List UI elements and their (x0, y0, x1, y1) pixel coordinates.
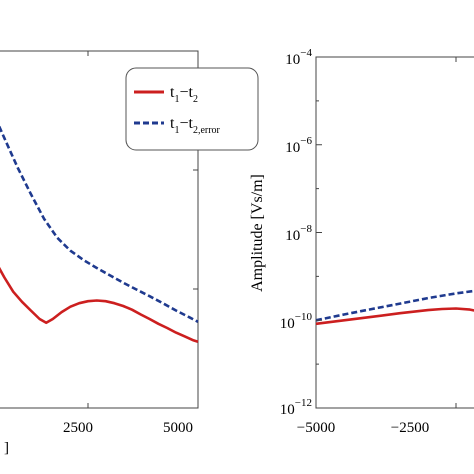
left-xtick-label-2500: 2500 (63, 420, 93, 436)
legend-2-dash: − (179, 115, 188, 132)
legend-1-sub1: 1 (174, 94, 179, 105)
legend-2-t: t (170, 115, 175, 132)
legend: t1−t2 t1−t2,error (125, 67, 259, 151)
left-axes-group (87, 50, 199, 409)
right-ylabel: Amplitude [Vs/m] (249, 174, 266, 292)
legend-2-sub2: 2,error (193, 125, 221, 136)
right-ytick-label-1e-12: 10−12 (280, 397, 312, 418)
right-ytick-label-1e-6: 10−6 (285, 135, 312, 156)
left-panel: 2500 5000 ] t1−t2 t1−t2,error (0, 50, 259, 456)
legend-2-sub1: 1 (174, 125, 179, 136)
left-xlabel-fragment: ] (4, 440, 9, 456)
left-series-line-2 (0, 125, 199, 323)
left-xtick-label-5000: 5000 (163, 420, 193, 436)
right-series-line-1 (315, 307, 474, 326)
legend-entry-series-1: t1−t2 (170, 84, 198, 105)
legend-1-sub2: 2 (193, 94, 198, 105)
right-ytick-label-1e-8: 10−8 (285, 223, 312, 244)
legend-1-t2: t (188, 84, 193, 101)
legend-1-dash: − (179, 84, 188, 101)
legend-entry-series-2: t1−t2,error (170, 115, 221, 136)
right-ytick-label-1e-10: 10−10 (280, 311, 313, 332)
legend-2-t2: t (188, 115, 193, 132)
left-series-group (0, 125, 199, 344)
right-series-group (315, 289, 474, 326)
legend-1-t: t (170, 84, 175, 101)
right-series-line-2 (315, 289, 474, 322)
right-axes-group (315, 56, 457, 409)
right-xtick-label-minus2500: −2500 (391, 420, 429, 436)
right-panel: Amplitude [Vs/m] 10−4 10−6 10−8 10−10 10… (249, 47, 474, 436)
legend-box (125, 67, 259, 151)
right-ytick-label-1e-4: 10−4 (285, 47, 312, 68)
left-series-line-1 (0, 266, 199, 344)
right-xtick-label-minus5000: −5000 (297, 420, 335, 436)
